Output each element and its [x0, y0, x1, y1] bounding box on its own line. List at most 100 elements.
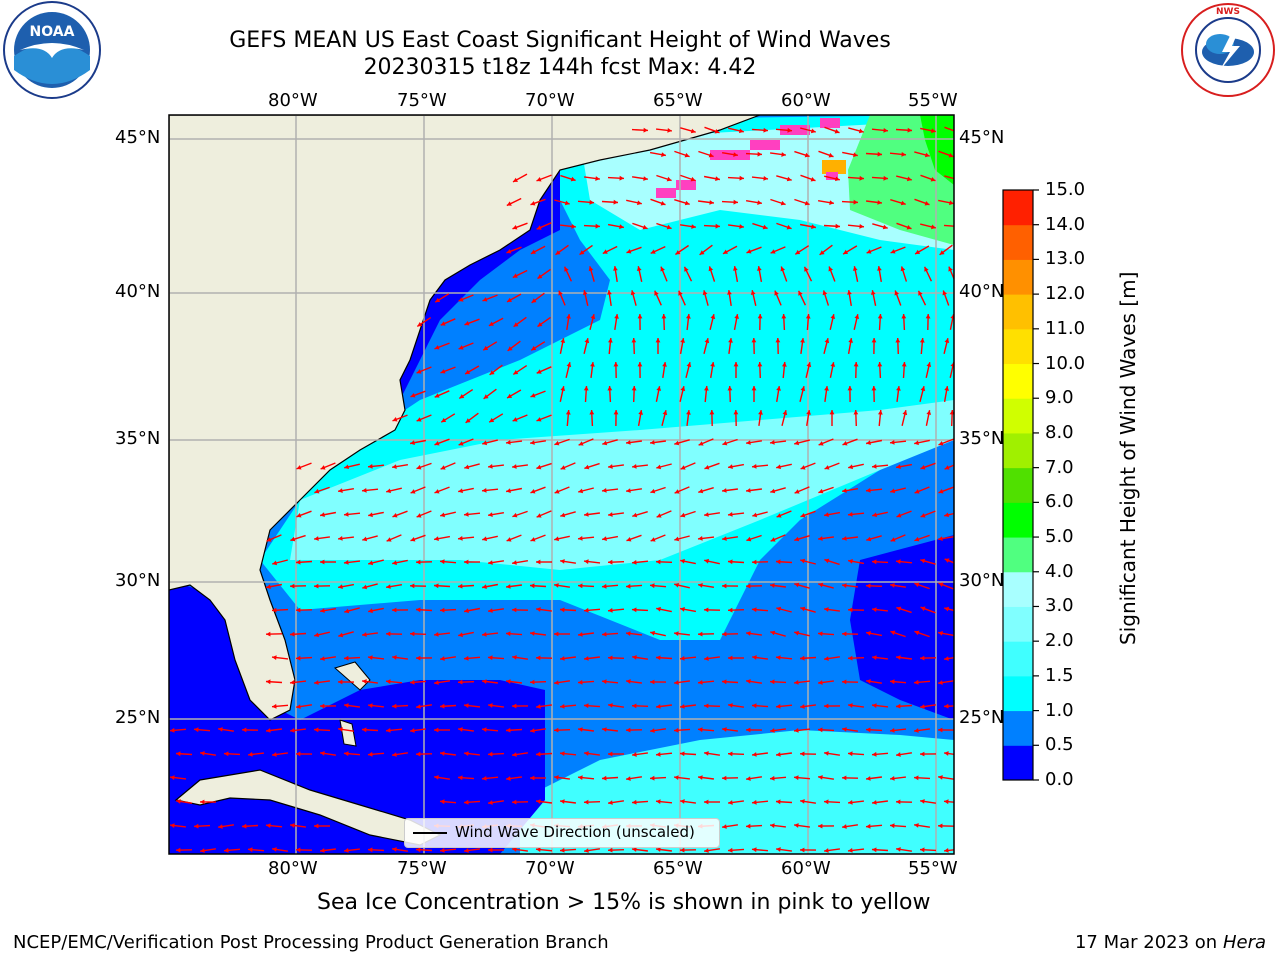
wind-arrow-head	[584, 607, 589, 613]
wind-arrow-head	[482, 632, 487, 637]
wind-arrow-head	[830, 314, 836, 319]
colorbar-tick-label: 1.5	[1045, 664, 1074, 686]
wind-arrow-head	[901, 362, 907, 367]
wind-arrow-head	[698, 631, 703, 637]
wind-arrow-head	[637, 314, 643, 319]
wind-arrow-head	[458, 775, 463, 781]
wind-arrow-head	[774, 290, 779, 296]
lon-label-top-65w: 65°W	[653, 90, 703, 111]
wind-arrow-head	[602, 727, 607, 732]
wind-arrow-head	[848, 559, 853, 564]
wind-arrow-head	[530, 489, 536, 494]
wind-arrow-head	[877, 362, 883, 367]
lon-label-bottom-60w: 60°W	[781, 858, 831, 879]
wind-arrow-head	[728, 338, 733, 343]
wind-arrow-head	[290, 823, 295, 828]
wind-arrow-head	[656, 386, 662, 391]
wind-arrow-head	[440, 751, 445, 756]
wind-arrow-head	[752, 655, 757, 660]
wind-arrow-head	[901, 152, 906, 157]
wind-arrow-head	[751, 338, 757, 343]
wind-arrow-head	[800, 558, 806, 564]
wind-arrow-head	[680, 558, 685, 564]
lat-label-right-35n: 35°N	[959, 428, 1005, 449]
wind-arrow-head	[416, 847, 421, 853]
wind-arrow-head	[578, 488, 584, 494]
wind-arrow-head	[506, 631, 511, 637]
wind-arrow-head	[828, 152, 834, 158]
wind-arrow-head	[702, 290, 708, 296]
wind-arrow-head	[800, 799, 805, 804]
wind-arrow-head	[176, 799, 181, 804]
wind-arrow-head	[872, 559, 877, 565]
lon-label-bottom-75w: 75°W	[397, 858, 447, 879]
wind-arrow-head	[464, 559, 469, 565]
colorbar-swatch	[1003, 606, 1033, 642]
wind-arrow-head	[626, 679, 631, 684]
wind-arrow-head	[900, 266, 906, 272]
wind-arrow-head	[536, 847, 541, 852]
colorbar-swatch	[1003, 190, 1033, 226]
wind-arrow-head	[530, 201, 536, 206]
wind-arrow-head	[614, 314, 619, 319]
wind-arrow-head	[918, 290, 923, 296]
wind-arrow-head	[290, 631, 295, 637]
wind-arrow-head	[440, 369, 446, 374]
wind-arrow-head	[632, 512, 638, 518]
wind-arrow-head	[595, 176, 600, 181]
wind-arrow-head	[386, 631, 391, 637]
wind-arrow-head	[200, 799, 205, 805]
wind-arrow-head	[728, 847, 733, 853]
footer-credit: NCEP/EMC/Verification Post Processing Pr…	[13, 932, 609, 953]
wind-arrow-head	[674, 727, 679, 733]
wind-arrow-head	[656, 464, 662, 470]
wind-arrow-head	[739, 175, 744, 181]
wind-arrow-head	[650, 630, 655, 636]
wind-arrow-head	[613, 266, 618, 271]
wind-arrow-head	[798, 290, 803, 296]
wind-arrow-head	[602, 583, 607, 589]
wind-arrow-head	[680, 656, 685, 661]
wind-arrow-head	[818, 582, 824, 588]
wind-arrow-head	[410, 583, 415, 589]
wind-arrow-head	[368, 703, 373, 708]
wind-arrow-head	[392, 417, 398, 422]
wind-arrow-head	[248, 752, 253, 757]
wind-arrow-head	[465, 369, 471, 374]
wind-arrow-head	[680, 847, 685, 853]
colorbar-swatch	[1003, 328, 1033, 365]
wind-arrow-head	[882, 224, 888, 230]
colorbar-tick-label: 14.0	[1045, 213, 1086, 235]
wind-arrow-head	[938, 680, 943, 685]
wind-arrow-head	[842, 488, 847, 493]
wind-arrow-head	[781, 152, 786, 157]
wind-arrow-head	[434, 680, 439, 685]
wind-arrow-head	[853, 199, 858, 205]
wind-arrow-head	[842, 775, 847, 781]
wind-arrow-head	[757, 266, 762, 271]
wind-arrow-head	[938, 489, 944, 494]
wind-arrow-head	[608, 751, 613, 757]
wind-arrow-head	[776, 799, 781, 805]
wind-arrow-head	[674, 775, 679, 780]
wind-arrow-head	[901, 314, 907, 319]
wind-arrow-head	[896, 752, 901, 757]
map-area	[169, 115, 954, 854]
wind-arrow-head	[488, 321, 494, 326]
wind-arrow-head	[758, 410, 763, 415]
wind-arrow-head	[338, 584, 343, 589]
wind-arrow-head	[507, 393, 513, 398]
wind-arrow-head	[727, 290, 732, 295]
wind-arrow-head	[794, 823, 799, 828]
wind-arrow-head	[458, 583, 463, 589]
lon-label-bottom-65w: 65°W	[653, 858, 703, 879]
wind-arrow-head	[530, 440, 535, 445]
wind-arrow-head	[872, 655, 877, 660]
wind-arrow-head	[434, 489, 440, 494]
wind-arrow-head	[537, 322, 543, 327]
wind-arrow-head	[536, 751, 541, 757]
colorbar-swatch	[1003, 641, 1033, 677]
wind-arrow-head	[607, 386, 613, 391]
wind-arrow-head	[710, 314, 716, 320]
wind-arrow-head	[775, 338, 781, 343]
